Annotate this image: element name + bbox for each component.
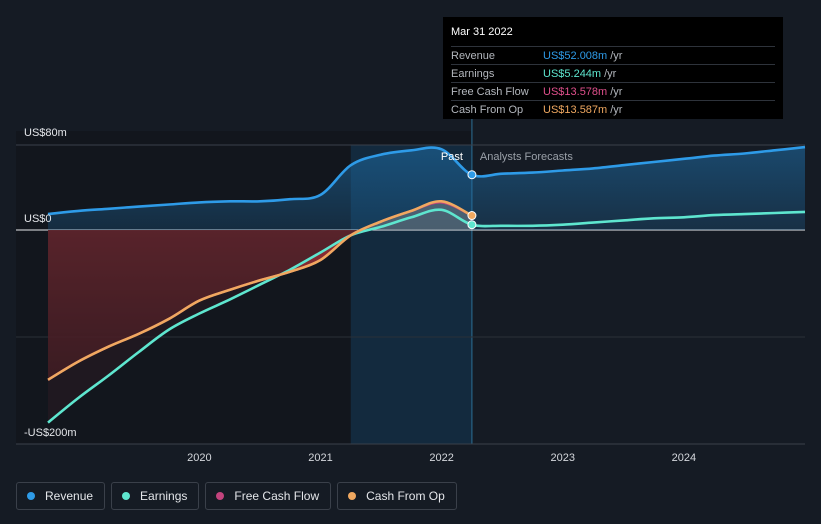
legend-item-free-cash-flow[interactable]: Free Cash Flow — [205, 482, 332, 510]
tooltip-label: Free Cash Flow — [451, 85, 529, 98]
tooltip-row-revenue: Revenue US$52.008m /yr — [451, 46, 775, 64]
legend-dot-icon — [122, 492, 131, 500]
legend-dot-icon — [216, 492, 225, 500]
line-layer — [47, 145, 806, 424]
past-label: Past — [441, 151, 463, 163]
x-tick-label: 2022 — [429, 452, 453, 464]
legend-item-revenue[interactable]: Revenue — [16, 482, 106, 510]
y-tick-label: US$80m — [24, 127, 67, 139]
earnings-marker — [467, 220, 477, 230]
forecast-label: Analysts Forecasts — [480, 151, 573, 163]
x-tick-label: 2021 — [308, 452, 332, 464]
data-tooltip: Mar 31 2022 Revenue US$52.008m /yr Earni… — [443, 17, 783, 119]
legend-label: Cash From Op — [366, 489, 445, 503]
legend-dot-icon — [27, 492, 35, 500]
tooltip-row-free-cash-flow: Free Cash Flow US$13.578m /yr — [451, 82, 775, 100]
x-tick-label: 2024 — [672, 452, 696, 464]
cash-from-op-line — [47, 199, 473, 381]
tooltip-unit: /yr — [610, 103, 623, 116]
revenue-marker — [467, 170, 477, 180]
tooltip-unit: /yr — [604, 67, 617, 80]
legend-label: Earnings — [140, 489, 188, 503]
tooltip-date: Mar 31 2022 — [451, 26, 513, 38]
tooltip-label: Cash From Op — [451, 103, 524, 116]
earnings-negative-area — [48, 230, 472, 423]
legend-item-earnings[interactable]: Earnings — [111, 482, 200, 510]
tooltip-value: US$5.244m — [543, 67, 602, 80]
revenue-area — [48, 147, 805, 230]
cash-from-op-marker — [467, 211, 477, 221]
text-layer: US$80m US$0 -US$200m 2020 2021 2022 2023 2024 Pa… — [24, 127, 696, 464]
legend: Revenue Earnings Free Cash Flow Cash Fro… — [16, 482, 457, 510]
tooltip-value: US$52.008m — [543, 49, 608, 62]
legend-label: Revenue — [45, 489, 94, 503]
legend-item-cash-from-op[interactable]: Cash From Op — [337, 482, 457, 510]
tooltip-row-cash-from-op: Cash From Op US$13.587m /yr — [451, 100, 775, 118]
marker-layer — [467, 170, 477, 230]
legend-dot-icon — [348, 492, 357, 500]
y-tick-label: -US$200m — [24, 427, 77, 439]
tooltip-label: Revenue — [451, 49, 496, 62]
tooltip-label: Earnings — [451, 67, 495, 80]
tooltip-value: US$13.587m — [543, 103, 608, 116]
tooltip-unit: /yr — [610, 49, 623, 62]
y-tick-label: US$0 — [24, 213, 52, 225]
tooltip-unit: /yr — [610, 85, 623, 98]
tooltip-value: US$13.578m — [543, 85, 608, 98]
earnings-line — [47, 208, 806, 424]
x-tick-label: 2023 — [551, 452, 575, 464]
x-tick-label: 2020 — [187, 452, 211, 464]
tooltip-row-earnings: Earnings US$5.244m /yr — [451, 64, 775, 82]
legend-label: Free Cash Flow — [234, 489, 320, 503]
revenue-line — [47, 145, 806, 216]
